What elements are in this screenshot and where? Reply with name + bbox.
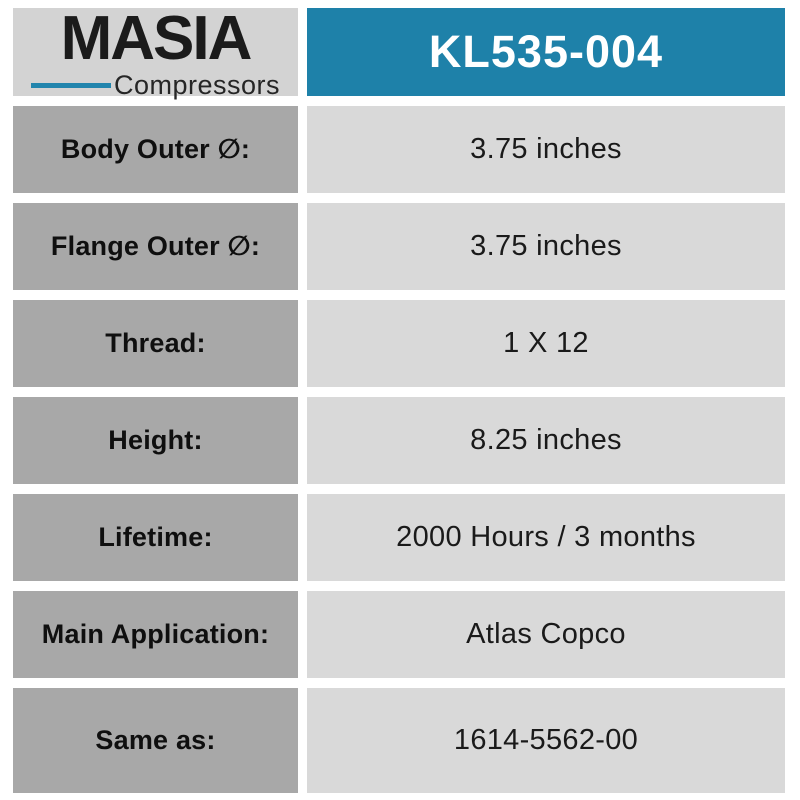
- spec-label-same-as: Same as:: [13, 688, 298, 793]
- spec-label-thread: Thread:: [13, 300, 298, 387]
- logo-subtitle-text: Compressors: [113, 69, 281, 100]
- spec-label-lifetime: Lifetime:: [13, 494, 298, 581]
- spec-value-height: 8.25 inches: [307, 397, 785, 484]
- spec-label-flange-outer-diameter: Flange Outer ∅:: [13, 203, 298, 290]
- part-number-header: KL535-004: [307, 8, 785, 96]
- spec-value-body-outer-diameter: 3.75 inches: [307, 106, 785, 193]
- spec-label-height: Height:: [13, 397, 298, 484]
- spec-table: MASIA Compressors KL535-004 Body Outer ∅…: [13, 3, 785, 793]
- logo-accent-line: [30, 82, 111, 88]
- spec-value-flange-outer-diameter: 3.75 inches: [307, 203, 785, 290]
- spec-label-body-outer-diameter: Body Outer ∅:: [13, 106, 298, 193]
- spec-value-same-as: 1614-5562-00: [307, 688, 785, 793]
- logo-brand-text: MASIA: [60, 3, 253, 73]
- logo-subtitle-row: Compressors: [30, 69, 281, 101]
- brand-logo: MASIA Compressors: [13, 3, 298, 100]
- spec-label-main-application: Main Application:: [13, 591, 298, 678]
- spec-value-main-application: Atlas Copco: [307, 591, 785, 678]
- spec-value-thread: 1 X 12: [307, 300, 785, 387]
- spec-value-lifetime: 2000 Hours / 3 months: [307, 494, 785, 581]
